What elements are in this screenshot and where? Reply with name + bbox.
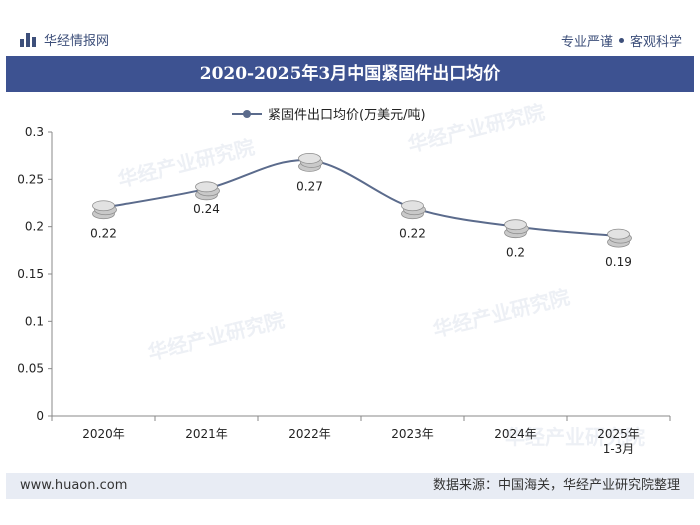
y-tick-label: 0.05 [17, 362, 44, 376]
data-point-marker [195, 181, 220, 201]
y-tick-label: 0.25 [17, 172, 44, 186]
watermark-4: 华经产业研究院 [505, 425, 645, 449]
data-label: 0.2 [506, 246, 525, 260]
tagline-left: 专业严谨 [560, 35, 613, 50]
legend-label: 紧固件出口均价(万美元/吨) [268, 108, 426, 123]
y-tick-label: 0.3 [25, 125, 44, 139]
data-point-marker [298, 153, 323, 172]
legend-marker [243, 110, 251, 118]
x-tick-label: 2021年 [185, 427, 228, 441]
data-label: 0.22 [399, 227, 426, 241]
data-label: 0.27 [296, 179, 323, 193]
data-point-marker [401, 200, 426, 220]
watermark-0: 华经产业研究院 [115, 135, 257, 192]
data-point-marker [504, 219, 529, 239]
x-tick-label: 2023年 [391, 427, 434, 441]
watermark-1: 华经产业研究院 [405, 100, 547, 157]
x-tick-label: 2025年 [597, 427, 640, 441]
tagline-right: 客观科学 [629, 35, 682, 50]
watermark-3: 华经产业研究院 [430, 285, 572, 342]
y-tick-label: 0.2 [25, 220, 44, 234]
bullet-dot-icon [618, 38, 624, 43]
y-tick-label: 0 [36, 409, 44, 423]
website-link[interactable]: www.huaon.com [20, 478, 128, 493]
chart-title: 2020-2025年3月中国紧固件出口均价 [6, 56, 694, 92]
x-tick-label: 2022年 [288, 427, 331, 441]
y-tick-label: 0.1 [25, 314, 44, 328]
brand-name: 华经情报网 [44, 34, 110, 49]
tagline: 专业严谨 客观科学 [561, 31, 682, 50]
data-point-marker [92, 200, 117, 220]
y-tick-label: 0.15 [17, 267, 44, 281]
footer-bar: www.huaon.com 数据来源：中国海关，华经产业研究院整理 [6, 473, 694, 499]
header-bar: 华经情报网 专业严谨 客观科学 [0, 0, 700, 54]
x-tick-label: 1-3月 [603, 442, 635, 456]
data-label: 0.24 [193, 202, 220, 216]
watermark-2: 华经产业研究院 [145, 308, 287, 365]
x-tick-label: 2024年 [494, 427, 537, 441]
bar-chart-logo-icon [20, 32, 38, 47]
brand: 华经情报网 [20, 30, 109, 49]
data-source: 数据来源：中国海关，华经产业研究院整理 [432, 478, 680, 493]
data-label: 0.19 [605, 255, 632, 269]
x-tick-label: 2020年 [82, 427, 125, 441]
data-point-marker [607, 228, 632, 248]
data-label: 0.22 [90, 227, 117, 241]
